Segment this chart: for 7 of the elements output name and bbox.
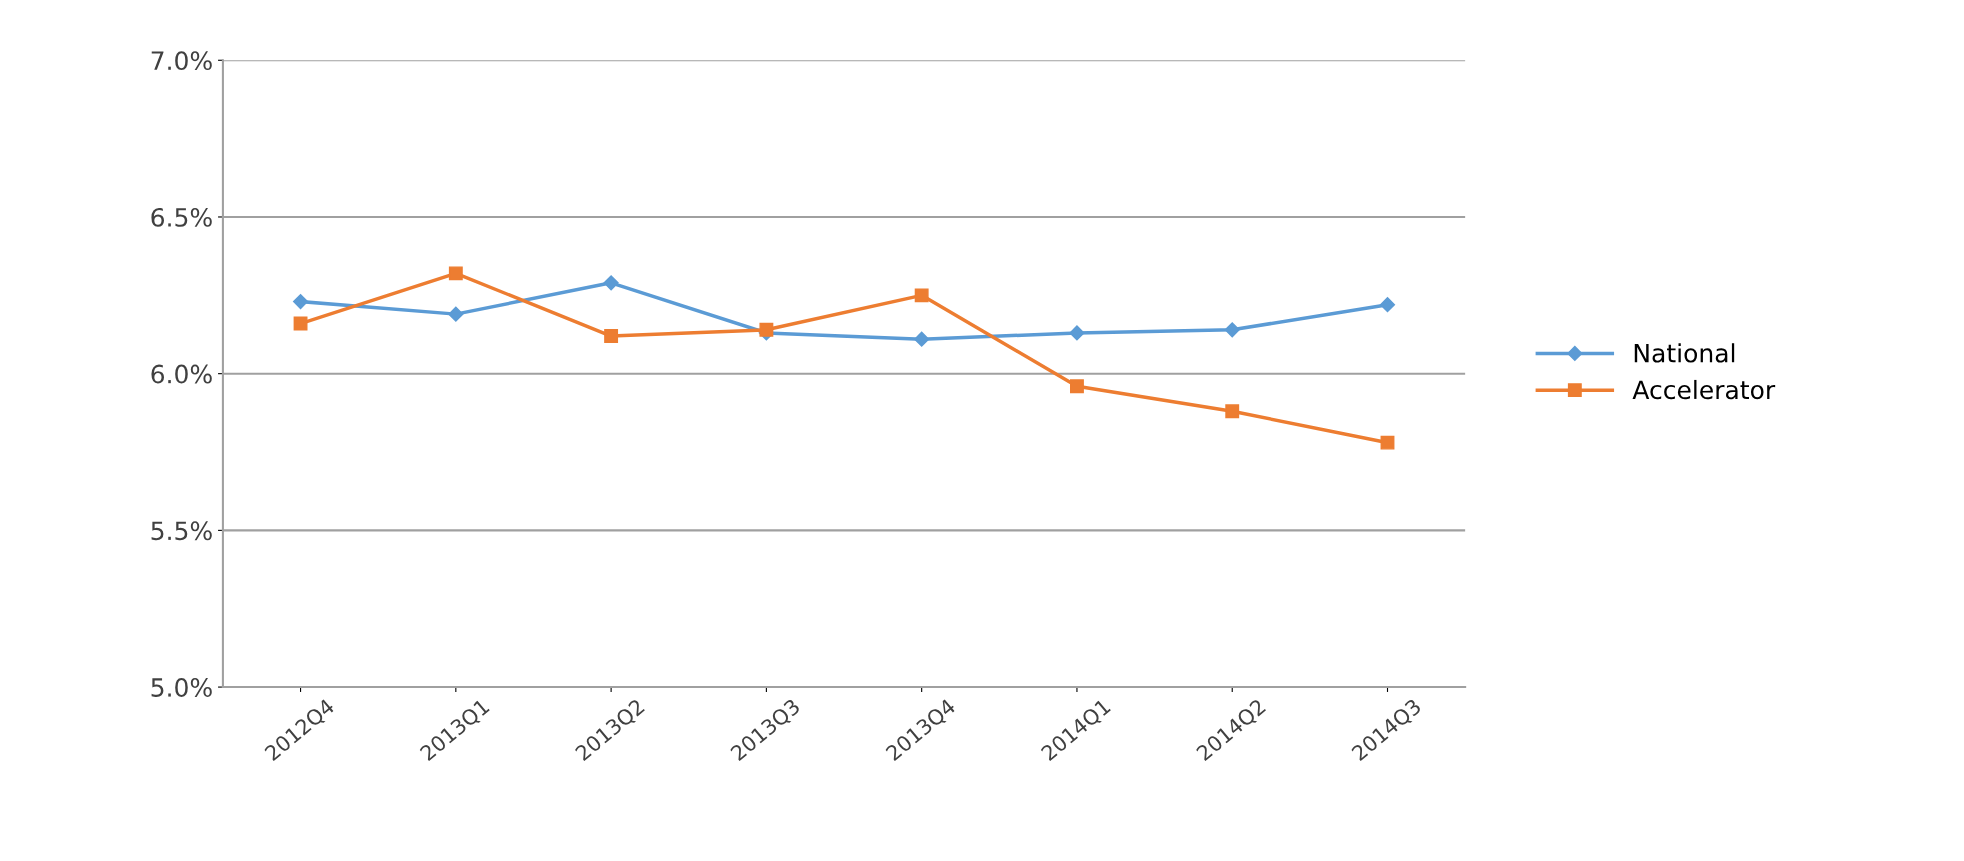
legend-label: National: [1634, 343, 1735, 363]
y-tick-label: 6.0%: [151, 364, 212, 384]
y-tick-label: 7.0%: [151, 51, 212, 71]
y-tick-label: 5.5%: [151, 521, 212, 541]
y-tick-label: 6.5%: [151, 207, 212, 227]
y-tick-label: 5.0%: [151, 678, 212, 697]
legend-label: Accelerator: [1632, 379, 1776, 400]
